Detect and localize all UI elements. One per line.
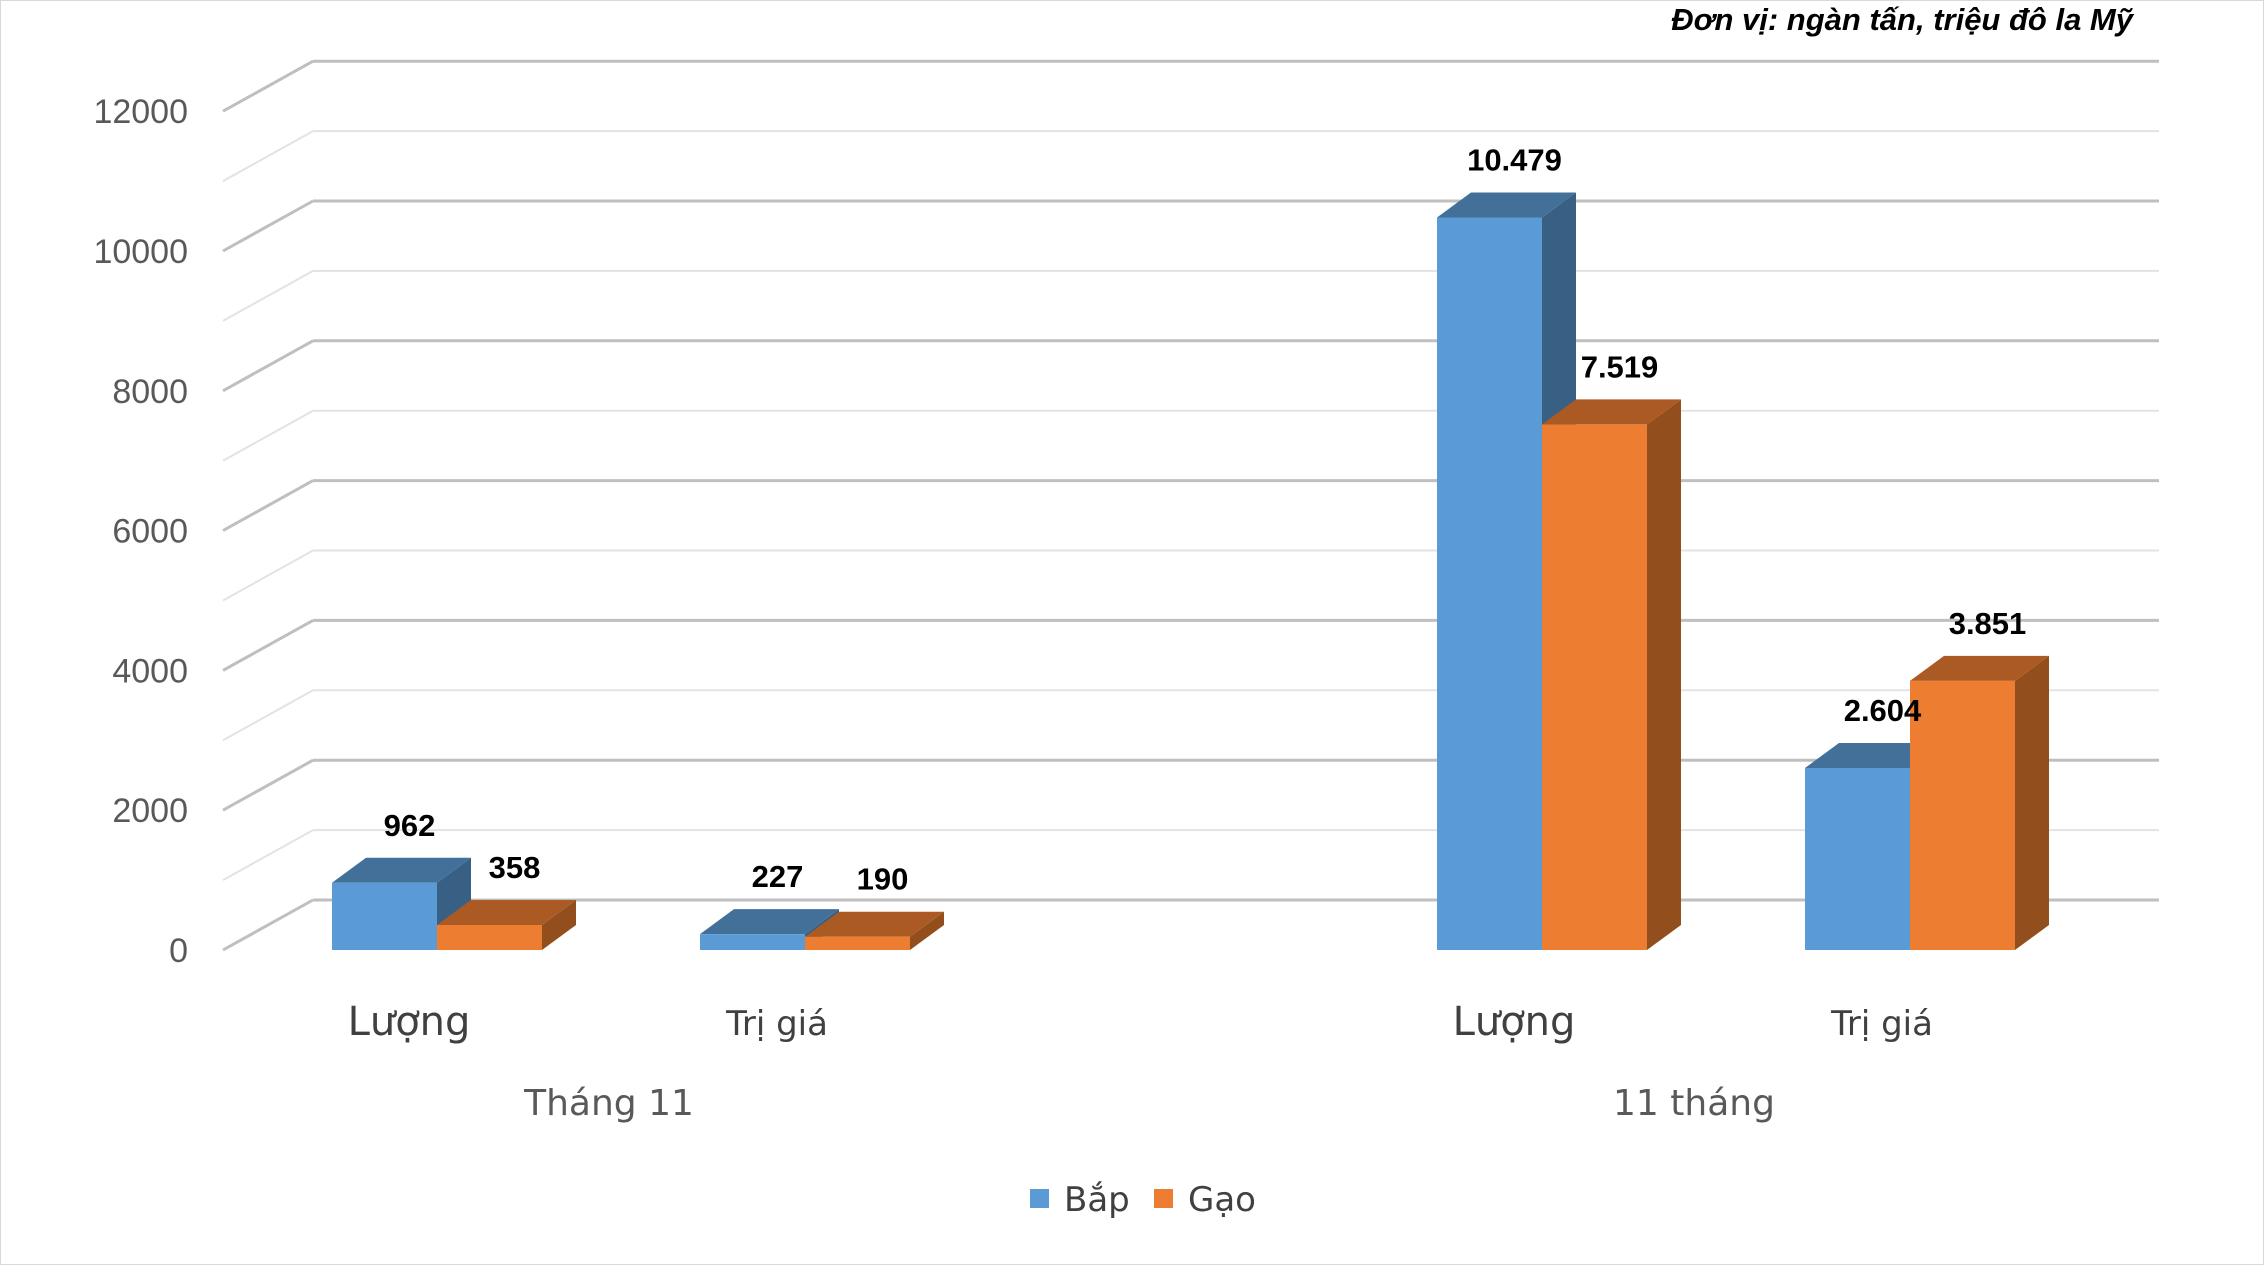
bar-top	[1542, 399, 1681, 425]
bar-side	[542, 899, 576, 950]
bar-side	[1647, 399, 1681, 951]
bar-top	[805, 911, 944, 937]
y-tick-label: 0	[169, 932, 188, 970]
bar-top	[332, 857, 471, 883]
data-label: 227	[752, 859, 804, 894]
bar-top	[1437, 192, 1576, 218]
side-gridline	[222, 409, 314, 462]
bar	[1437, 217, 1542, 951]
bar-top	[437, 899, 576, 925]
category-labels: Lượng Trị giá Lượng Trị giá Tháng 11 11 tháng	[348, 999, 1933, 1124]
y-axis-ticks: 0 2000 4000 6000 8000 10000 12000	[93, 93, 188, 970]
bar-side	[2015, 655, 2049, 950]
bar	[332, 882, 437, 950]
side-gridline	[222, 619, 314, 672]
y-tick-label: 10000	[93, 233, 188, 271]
bar-top	[1910, 655, 2049, 681]
y-tick-label: 8000	[112, 373, 188, 411]
side-gridline	[222, 689, 314, 742]
bar	[700, 934, 805, 950]
legend-label: Gạo	[1188, 1180, 1256, 1220]
side-gridline	[222, 270, 314, 322]
bars	[332, 192, 2049, 951]
bar-top	[1805, 742, 1944, 768]
bar	[1542, 424, 1647, 951]
category-label: Trị giá	[1830, 1004, 1933, 1044]
data-label: 3.851	[1949, 606, 2027, 641]
data-labels: 962 358 227 190 10.479 7.519 2.604 3.851	[384, 143, 2027, 897]
legend: Bắp Gạo	[1030, 1180, 1256, 1220]
y-tick-label: 4000	[112, 652, 188, 690]
side-gridline	[222, 339, 314, 393]
unit-note: Đơn vị: ngàn tấn, triệu đô la Mỹ	[1671, 2, 2134, 37]
data-label: 7.519	[1581, 349, 1659, 384]
category-label: Trị giá	[725, 1004, 828, 1044]
category-label: Lượng	[1453, 999, 1576, 1045]
bar-side	[910, 911, 944, 950]
side-gridline	[222, 829, 314, 881]
gridlines	[222, 59, 2159, 952]
bar	[437, 924, 542, 950]
side-gridline	[222, 130, 314, 182]
data-label: 358	[489, 850, 541, 885]
data-label: 2.604	[1844, 693, 1922, 728]
bar-top	[700, 909, 839, 935]
y-tick-label: 12000	[93, 93, 188, 131]
bar	[805, 936, 910, 950]
group-label: Tháng 11	[523, 1083, 694, 1124]
side-gridline	[222, 549, 314, 602]
data-label: 190	[857, 862, 909, 897]
bar	[1910, 680, 2015, 950]
legend-label: Bắp	[1064, 1180, 1130, 1220]
group-label: 11 tháng	[1613, 1083, 1775, 1124]
y-tick-label: 6000	[112, 513, 188, 551]
side-gridline	[222, 479, 314, 532]
data-label: 10.479	[1467, 143, 1562, 178]
legend-swatch	[1030, 1189, 1049, 1208]
side-gridline	[222, 898, 314, 952]
bar	[1805, 767, 1910, 950]
category-label: Lượng	[348, 999, 471, 1045]
data-label: 962	[384, 808, 436, 843]
side-gridline	[222, 758, 314, 812]
side-gridline	[222, 59, 314, 113]
side-gridline	[222, 199, 314, 253]
legend-swatch	[1154, 1189, 1173, 1208]
y-tick-label: 2000	[112, 792, 188, 830]
